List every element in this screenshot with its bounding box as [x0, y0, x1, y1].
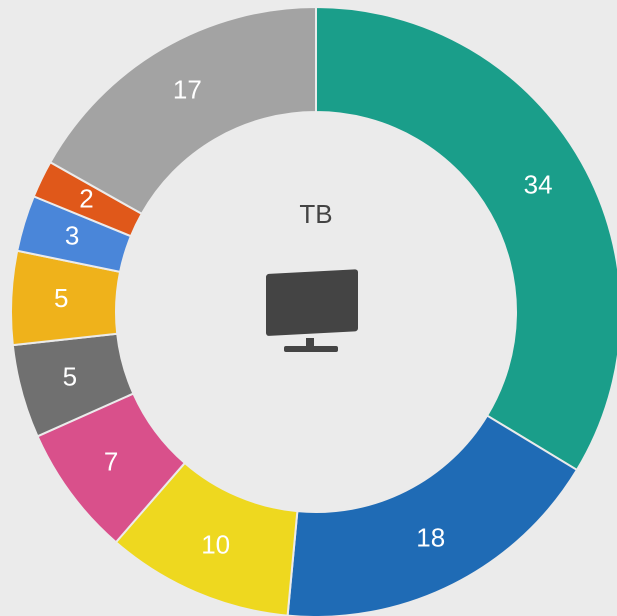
slice — [315, 5, 617, 472]
data-label: 18 — [416, 523, 445, 553]
data-label: 5 — [54, 283, 68, 313]
chart-title: TB — [299, 199, 332, 229]
slice — [48, 5, 317, 216]
data-label: 5 — [63, 362, 77, 392]
data-label: 10 — [201, 529, 230, 559]
data-label: 2 — [79, 184, 93, 214]
data-label: 3 — [65, 221, 79, 251]
data-label: 7 — [104, 447, 118, 477]
data-label: 17 — [173, 75, 202, 105]
data-label: 34 — [524, 170, 553, 200]
slices — [10, 5, 617, 616]
tv-icon — [266, 269, 358, 352]
